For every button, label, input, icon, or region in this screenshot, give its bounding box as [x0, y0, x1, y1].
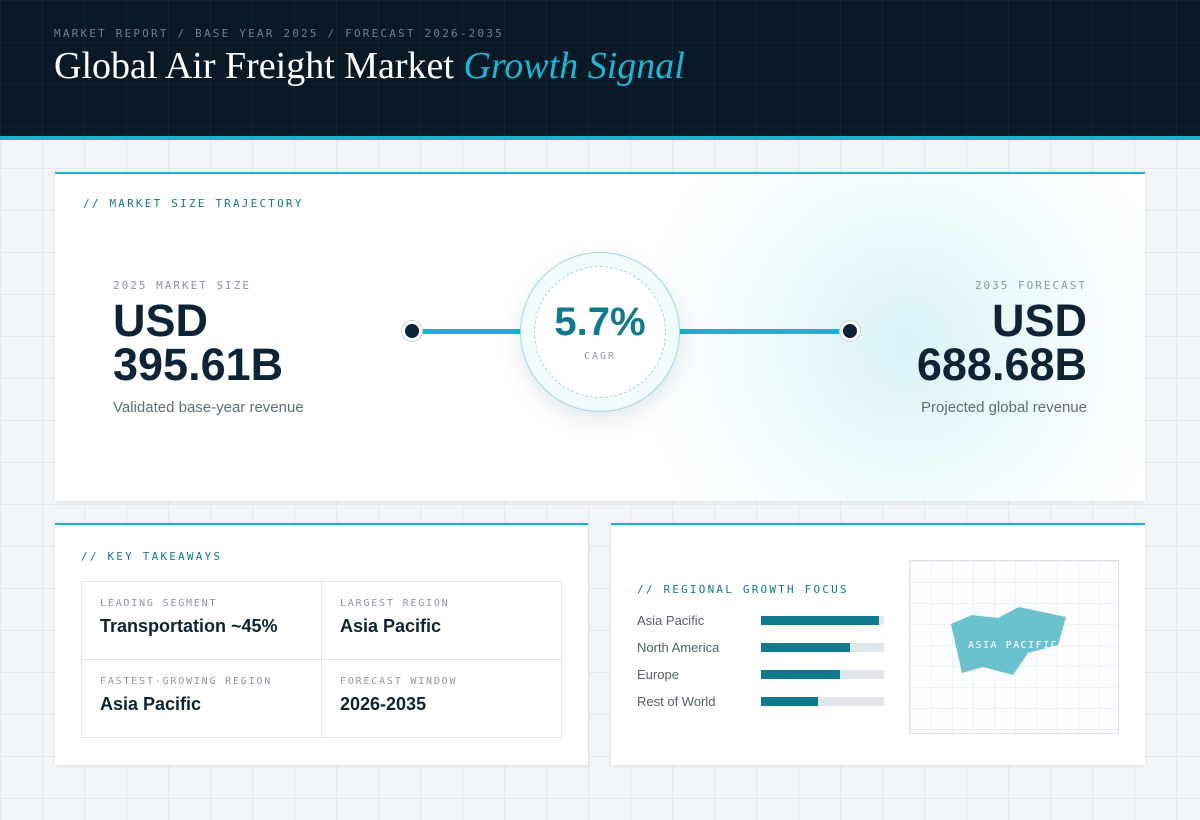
page-title: Global Air Freight Market Growth Signal	[54, 44, 685, 88]
start-metric-amount: 395.61B	[113, 339, 284, 390]
background-glow	[615, 174, 1145, 501]
regional-card-label: // REGIONAL GROWTH FOCUS	[637, 583, 849, 596]
takeaway-value: 2026-2035	[340, 694, 427, 714]
page-title-main: Global Air Freight Market	[54, 45, 454, 87]
region-bar-track	[761, 616, 884, 625]
trajectory-start-dot	[402, 321, 422, 341]
region-bar-track	[761, 670, 884, 679]
end-metric-amount: 688.68B	[916, 339, 1087, 390]
end-metric-currency: USD	[991, 295, 1087, 346]
region-row-europe: Europe	[637, 665, 887, 685]
takeaway-largest-region: LARGEST REGION Asia Pacific	[322, 582, 562, 660]
cagr-value: 5.7%	[554, 300, 646, 344]
start-metric-caption: 2025 MARKET SIZE	[113, 279, 251, 292]
end-metric-value: USD 688.68B	[916, 295, 1087, 390]
region-row-north-america: North America	[637, 638, 887, 658]
takeaways-card-label: // KEY TAKEAWAYS	[81, 550, 223, 563]
start-metric-currency: USD	[113, 295, 209, 346]
takeaway-caption: LARGEST REGION	[340, 598, 450, 609]
region-name: North America	[637, 640, 720, 655]
map-region-label: ASIA PACIFIC	[968, 640, 1059, 651]
regional-growth-card: // REGIONAL GROWTH FOCUS Asia Pacific No…	[611, 523, 1145, 765]
page-title-accent: Growth Signal	[463, 45, 685, 87]
region-name: Rest of World	[637, 694, 716, 709]
cagr-badge-inner: 5.7% CAGR	[534, 266, 666, 398]
region-name: Asia Pacific	[637, 613, 705, 628]
takeaway-value: Asia Pacific	[340, 616, 442, 636]
key-takeaways-card: // KEY TAKEAWAYS LEADING SEGMENT Transpo…	[55, 523, 588, 765]
asia-pacific-map-shape	[951, 607, 1066, 675]
breadcrumb: MARKET REPORT / BASE YEAR 2025 / FORECAS…	[54, 27, 504, 40]
region-bar-track	[761, 643, 884, 652]
region-row-asia-pacific: Asia Pacific	[637, 611, 887, 631]
takeaway-forecast-window: FORECAST WINDOW 2026-2035	[322, 660, 562, 738]
trajectory-line-right	[675, 329, 845, 334]
takeaway-leading-segment: LEADING SEGMENT Transportation ~45%	[82, 582, 322, 660]
region-row-rest-of-world: Rest of World	[637, 692, 887, 712]
trajectory-line-left	[415, 329, 525, 334]
region-bar-track	[761, 697, 884, 706]
region-bar-fill	[761, 643, 850, 652]
region-bar-fill	[761, 670, 840, 679]
trajectory-end-dot	[840, 321, 860, 341]
market-size-trajectory-card: // MARKET SIZE TRAJECTORY 2025 MARKET SI…	[55, 172, 1145, 501]
region-bar-fill	[761, 616, 880, 625]
takeaway-caption: FORECAST WINDOW	[340, 676, 458, 687]
trajectory-card-label: // MARKET SIZE TRAJECTORY	[83, 197, 304, 210]
region-bar-fill	[761, 697, 818, 706]
takeaways-grid: LEADING SEGMENT Transportation ~45% LARG…	[81, 581, 562, 738]
start-metric-subtitle: Validated base-year revenue	[113, 399, 304, 416]
region-name: Europe	[637, 667, 679, 682]
page-header: MARKET REPORT / BASE YEAR 2025 / FORECAS…	[0, 0, 1200, 140]
cagr-label: CAGR	[583, 351, 617, 362]
region-map: ASIA PACIFIC	[909, 560, 1119, 734]
end-metric-subtitle: Projected global revenue	[921, 399, 1087, 416]
takeaway-value: Asia Pacific	[100, 694, 202, 714]
end-metric-caption: 2035 FORECAST	[974, 279, 1087, 292]
cagr-badge: 5.7% CAGR	[520, 252, 680, 412]
takeaway-fastest-growing-region: FASTEST-GROWING REGION Asia Pacific	[82, 660, 322, 738]
takeaway-value: Transportation ~45%	[100, 616, 278, 636]
takeaway-caption: LEADING SEGMENT	[100, 598, 218, 609]
start-metric-value: USD 395.61B	[113, 295, 284, 390]
takeaway-caption: FASTEST-GROWING REGION	[100, 676, 273, 687]
